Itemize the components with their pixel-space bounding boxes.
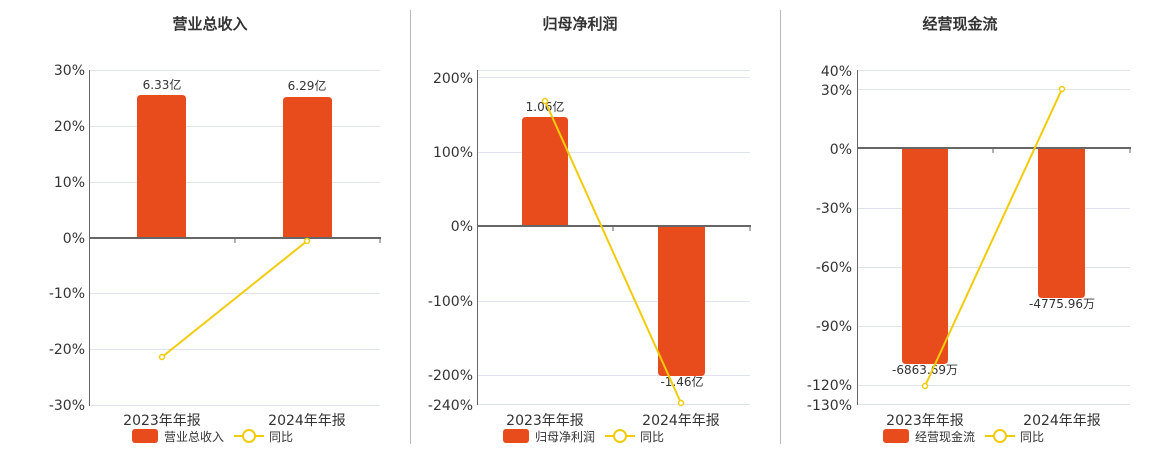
legend-bar-swatch[interactable] xyxy=(883,429,909,443)
legend-line-icon[interactable] xyxy=(985,429,1016,443)
yoy-point-2023[interactable] xyxy=(158,353,166,361)
svg-text:2024年年报: 2024年年报 xyxy=(642,413,720,429)
legend-bar-label[interactable]: 归母净利润 xyxy=(535,429,596,444)
panel-divider xyxy=(780,10,781,444)
svg-text:-200%: -200% xyxy=(428,368,473,384)
bar-series xyxy=(902,148,1085,364)
svg-text:2023年年报: 2023年年报 xyxy=(123,413,201,429)
svg-text:30%: 30% xyxy=(54,63,85,79)
svg-text:100%: 100% xyxy=(433,145,473,161)
legend-bar-label[interactable]: 营业总收入 xyxy=(164,429,225,444)
svg-text:-4775.96万: -4775.96万 xyxy=(1029,297,1095,311)
bar-2024[interactable] xyxy=(658,226,705,376)
panel-divider xyxy=(410,10,411,444)
svg-text:-90%: -90% xyxy=(816,319,852,335)
chart-panel-revenue: 营业总收入 30% 20% 10% 0% -10% -20% -30% 6. xyxy=(0,0,400,450)
legend: 营业总收入 .line-icon::before{background:#f2c… xyxy=(132,427,293,445)
x-tick-labels: 2023年年报 2024年年报 xyxy=(506,413,720,429)
legend: 归母净利润 同比 xyxy=(503,427,664,445)
legend-bar-label[interactable]: 经营现金流 xyxy=(915,429,976,444)
legend-line-label[interactable]: 同比 xyxy=(269,429,294,444)
svg-text:-240%: -240% xyxy=(428,398,473,414)
chart-panel-net-profit: 归母净利润 200% 100% 0% -100% -200% -240% 1.0… xyxy=(428,15,751,445)
svg-text:-20%: -20% xyxy=(49,342,85,358)
svg-text:-100%: -100% xyxy=(428,294,473,310)
bar-value-labels: -6863.69万 -4775.96万 xyxy=(892,297,1095,377)
svg-text:-30%: -30% xyxy=(49,398,85,414)
svg-text:-130%: -130% xyxy=(807,398,852,414)
svg-text:40%: 40% xyxy=(821,64,852,80)
svg-text:2023年年报: 2023年年报 xyxy=(886,413,964,429)
svg-text:-1.46亿: -1.46亿 xyxy=(660,374,703,389)
bar-2023[interactable] xyxy=(137,95,186,238)
bar-2024[interactable] xyxy=(283,97,332,238)
svg-text:-30%: -30% xyxy=(816,201,852,217)
bar-series xyxy=(522,117,705,376)
chart-title: 归母净利润 xyxy=(542,15,618,33)
svg-text:0%: 0% xyxy=(451,219,473,235)
yoy-point-2023[interactable] xyxy=(921,382,929,390)
chart-title: 营业总收入 xyxy=(172,15,248,33)
svg-text:-6863.69万: -6863.69万 xyxy=(892,363,958,377)
bar-value-labels: 6.33亿 6.29亿 xyxy=(143,77,327,93)
y-tick-labels: 30% 20% 10% 0% -10% -20% -30% xyxy=(49,63,85,414)
chart-title: 经营现金流 xyxy=(922,15,998,33)
bar-series xyxy=(137,95,332,238)
svg-text:2024年年报: 2024年年报 xyxy=(1023,413,1101,429)
y-tick-labels: 200% 100% 0% -100% -200% -240% xyxy=(428,71,473,414)
legend-line-icon[interactable]: .line-icon::before{background:#f2cc0c;} xyxy=(234,429,265,443)
yoy-line-series xyxy=(541,97,685,407)
svg-text:2023年年报: 2023年年报 xyxy=(506,413,584,429)
bar-2023[interactable] xyxy=(522,117,568,226)
svg-text:6.33亿: 6.33亿 xyxy=(143,77,182,92)
bar-value-labels: 1.06亿 -1.46亿 xyxy=(526,99,704,389)
chart-plot-net-profit: 200% 100% 0% -100% -200% -240% 1.06亿 -1.… xyxy=(428,70,751,429)
svg-text:-60%: -60% xyxy=(816,260,852,276)
svg-text:20%: 20% xyxy=(54,119,85,135)
legend-line-icon[interactable] xyxy=(605,429,636,443)
yoy-point-2024[interactable] xyxy=(303,237,311,245)
yoy-line-series xyxy=(158,237,311,361)
yoy-point-2024[interactable] xyxy=(677,399,685,407)
svg-text:0%: 0% xyxy=(830,142,852,158)
svg-text:0%: 0% xyxy=(63,231,85,247)
x-tick-labels: 2023年年报 2024年年报 xyxy=(123,413,346,429)
yoy-line-series xyxy=(921,85,1066,390)
svg-text:1.06亿: 1.06亿 xyxy=(526,99,565,114)
bar-2023[interactable] xyxy=(902,148,948,364)
y-tick-labels: 40% 30% 0% -30% -60% -90% -120% -130% xyxy=(807,64,852,414)
svg-text:10%: 10% xyxy=(54,175,85,191)
yoy-point-2024[interactable] xyxy=(1058,85,1066,93)
svg-text:2024年年报: 2024年年报 xyxy=(268,413,346,429)
svg-text:200%: 200% xyxy=(433,71,473,87)
x-tick-labels: 2023年年报 2024年年报 xyxy=(886,413,1101,429)
svg-text:-10%: -10% xyxy=(49,286,85,302)
legend-bar-swatch[interactable] xyxy=(132,429,158,443)
legend: 经营现金流 同比 xyxy=(883,427,1044,445)
legend-bar-swatch[interactable] xyxy=(503,429,529,443)
svg-text:30%: 30% xyxy=(821,83,852,99)
legend-line-label[interactable]: 同比 xyxy=(640,429,665,444)
legend-line-label[interactable]: 同比 xyxy=(1020,429,1045,444)
svg-text:6.29亿: 6.29亿 xyxy=(288,78,327,93)
yoy-point-2023[interactable] xyxy=(541,97,549,105)
bar-2024[interactable] xyxy=(1038,148,1085,298)
svg-text:-120%: -120% xyxy=(807,378,852,394)
chart-plot-revenue: 30% 20% 10% 0% -10% -20% -30% 6.33亿 6.29… xyxy=(49,63,381,429)
